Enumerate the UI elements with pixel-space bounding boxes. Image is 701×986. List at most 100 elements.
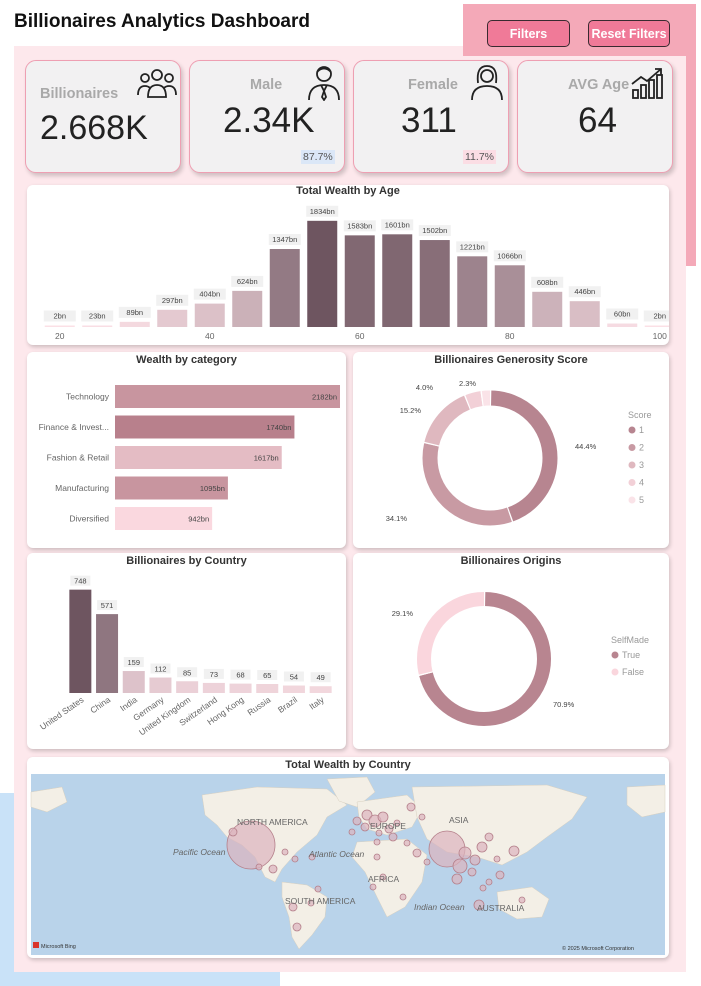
country-bubble[interactable] — [485, 878, 493, 886]
age-bar[interactable] — [457, 256, 488, 327]
country-bubble[interactable] — [281, 848, 289, 856]
age-bar[interactable] — [82, 325, 113, 328]
businessman-icon — [308, 66, 340, 101]
filters-button[interactable]: Filters — [487, 20, 570, 47]
country-bar[interactable] — [202, 682, 225, 693]
country-bubble[interactable] — [393, 819, 401, 827]
age-bar[interactable] — [569, 301, 600, 327]
legend-marker[interactable] — [611, 651, 619, 659]
age-bar[interactable] — [44, 325, 75, 328]
country-bar[interactable] — [122, 671, 145, 693]
country-bubble[interactable] — [406, 802, 416, 812]
age-bar[interactable] — [419, 240, 450, 327]
country-bubble[interactable] — [388, 832, 398, 842]
country-bubble[interactable] — [373, 853, 381, 861]
country-bubble[interactable] — [314, 885, 322, 893]
country-bubble[interactable] — [479, 884, 487, 892]
age-bar[interactable] — [344, 235, 375, 327]
country-bubble[interactable] — [377, 811, 389, 823]
country-bubble[interactable] — [379, 873, 387, 881]
kpi-value: 64 — [578, 101, 617, 140]
country-bubble[interactable] — [226, 820, 276, 870]
country-bar[interactable] — [309, 686, 332, 693]
country-bubble[interactable] — [348, 828, 356, 836]
legend-marker[interactable] — [628, 426, 636, 434]
country-bar[interactable] — [149, 677, 172, 693]
country-bubble[interactable] — [384, 824, 394, 834]
age-bar[interactable] — [157, 309, 188, 327]
country-bubble[interactable] — [292, 922, 302, 932]
map-ocean-label: Pacific Ocean — [173, 847, 226, 857]
legend-marker[interactable] — [628, 444, 636, 451]
map-bubbles[interactable] — [226, 802, 526, 932]
age-bar[interactable] — [607, 323, 638, 327]
legend-marker[interactable] — [628, 479, 636, 486]
age-bar[interactable] — [269, 249, 300, 327]
country-bubble[interactable] — [373, 838, 381, 846]
world-map[interactable]: NORTH AMERICA EUROPE ASIA AFRICA SOUTH A… — [27, 757, 669, 958]
country-bar[interactable] — [176, 681, 199, 693]
legend-marker[interactable] — [628, 461, 636, 469]
country-bar[interactable] — [256, 684, 279, 693]
country-bubble[interactable] — [451, 873, 463, 885]
country-bar-label-bg — [150, 663, 171, 674]
age-bar[interactable] — [532, 291, 563, 327]
country-bubble[interactable] — [469, 854, 481, 866]
age-bar[interactable] — [194, 303, 225, 327]
country-bubble[interactable] — [484, 832, 494, 842]
country-bubble[interactable] — [288, 902, 298, 912]
country-bubble[interactable] — [399, 893, 407, 901]
donut-slice[interactable] — [422, 390, 558, 526]
country-bubble[interactable] — [473, 899, 485, 911]
country-bubble[interactable] — [423, 858, 431, 866]
country-bubble[interactable] — [369, 883, 377, 891]
age-bar-label: 1601bn — [385, 220, 410, 229]
country-bar[interactable] — [96, 614, 119, 693]
legend-marker[interactable] — [628, 496, 636, 504]
country-bar[interactable] — [282, 685, 305, 693]
age-bar-label: 89bn — [126, 308, 143, 317]
country-bubble[interactable] — [375, 829, 383, 837]
age-bar[interactable] — [307, 220, 338, 327]
age-axis-tick: 40 — [205, 331, 215, 341]
age-bar-label: 446bn — [574, 287, 595, 296]
country-bubble[interactable] — [352, 816, 362, 826]
age-bar[interactable] — [119, 321, 150, 327]
country-bubble[interactable] — [360, 822, 370, 832]
country-bubble[interactable] — [307, 899, 315, 907]
kpi-card-avg-age: AVG Age 64 — [517, 60, 673, 173]
country-bubble[interactable] — [452, 858, 468, 874]
age-bar[interactable] — [644, 325, 669, 328]
country-bubble[interactable] — [458, 846, 472, 860]
category-bar[interactable] — [115, 446, 282, 469]
country-axis-label: Italy — [307, 694, 326, 712]
country-bubble[interactable] — [495, 870, 505, 880]
country-bubble[interactable] — [418, 813, 426, 821]
country-bar[interactable] — [229, 683, 252, 693]
age-bar[interactable] — [382, 234, 413, 327]
age-bar[interactable] — [494, 265, 525, 327]
legend-marker[interactable] — [611, 668, 619, 676]
country-bubble[interactable] — [412, 848, 422, 858]
country-bubble[interactable] — [255, 863, 263, 871]
country-bar[interactable] — [69, 589, 92, 693]
country-bubble[interactable] — [308, 853, 316, 861]
donut-slice[interactable] — [422, 390, 558, 526]
country-bubble[interactable] — [403, 839, 411, 847]
country-bubble[interactable] — [467, 867, 477, 877]
category-bar[interactable] — [115, 507, 213, 530]
category-bar[interactable] — [115, 476, 228, 500]
age-bar[interactable] — [232, 290, 263, 327]
country-bubble[interactable] — [476, 841, 488, 853]
country-bubble[interactable] — [291, 855, 299, 863]
category-bar[interactable] — [115, 385, 340, 408]
country-bubble[interactable] — [493, 855, 501, 863]
country-bubble[interactable] — [268, 864, 278, 874]
category-bar[interactable] — [115, 415, 295, 439]
country-bubble[interactable] — [228, 827, 238, 837]
country-bubble[interactable] — [518, 896, 526, 904]
reset-filters-button[interactable]: Reset Filters — [588, 20, 670, 47]
country-bubble[interactable] — [508, 845, 520, 857]
country-bubble[interactable] — [361, 809, 373, 821]
donut-slice[interactable] — [417, 592, 551, 726]
